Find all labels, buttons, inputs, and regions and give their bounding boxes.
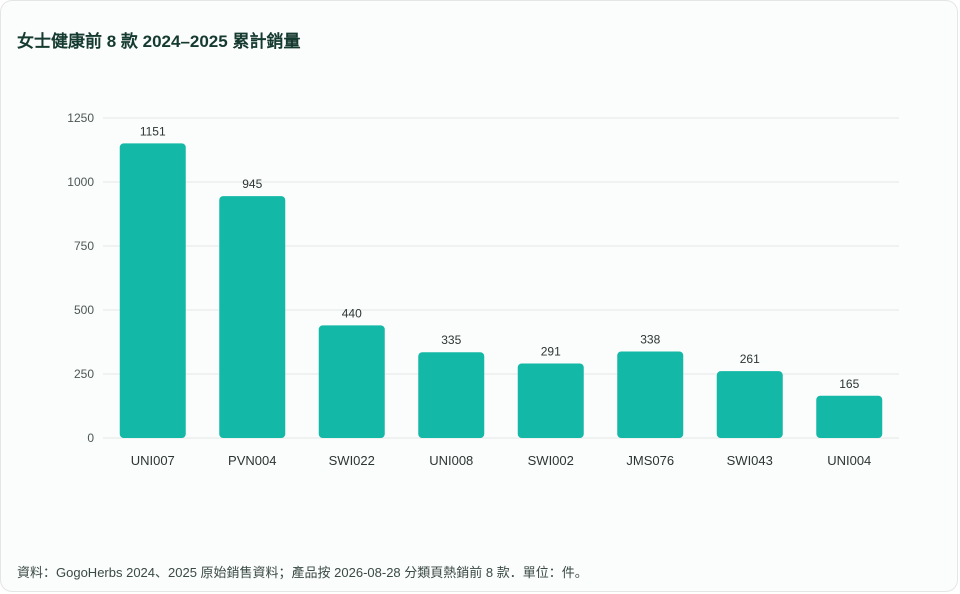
- bars: [119, 143, 883, 438]
- y-tick-label: 500: [74, 303, 94, 317]
- bar-swi002[interactable]: [517, 363, 584, 438]
- category-labels: UNI007 PVN004 SWI022 UNI008 SWI002 JMS076 SWI0…: [131, 453, 872, 468]
- y-tick-label: 750: [74, 239, 94, 253]
- chart-title: 女士健康前 8 款 2024–2025 累計銷量: [17, 32, 301, 51]
- y-tick-label: 250: [74, 367, 94, 381]
- category-label: SWI043: [727, 453, 773, 468]
- bar-jms076[interactable]: [617, 351, 684, 438]
- y-tick-label: 1250: [67, 111, 94, 125]
- category-label: SWI002: [528, 453, 574, 468]
- bar-uni007[interactable]: [119, 143, 186, 438]
- category-label: SWI022: [329, 453, 375, 468]
- value-labels: 1151 945 440 335 291 338 261 165: [140, 124, 860, 390]
- value-label: 165: [839, 377, 859, 391]
- category-label: UNI004: [827, 453, 871, 468]
- bar-pvn004[interactable]: [219, 196, 286, 438]
- value-label: 440: [342, 306, 362, 320]
- source-note: 資料：GogoHerbs 2024、2025 原始銷售資料；產品按 2026-0…: [17, 565, 588, 580]
- y-tick-label: 0: [87, 431, 94, 445]
- value-label: 338: [640, 332, 660, 346]
- bar-swi022[interactable]: [318, 325, 385, 438]
- value-label: 945: [242, 177, 262, 191]
- value-label: 261: [740, 352, 760, 366]
- y-tick-label: 1000: [67, 175, 94, 189]
- bar-uni008[interactable]: [418, 352, 485, 438]
- value-label: 291: [541, 345, 561, 359]
- category-label: UNI007: [131, 453, 175, 468]
- bar-swi043[interactable]: [716, 371, 783, 438]
- category-label: JMS076: [626, 453, 674, 468]
- y-axis-ticks: 0 250 500 750 1000 1250: [67, 111, 94, 445]
- value-label: 1151: [140, 124, 166, 138]
- category-label: UNI008: [429, 453, 473, 468]
- value-label: 335: [441, 333, 461, 347]
- bar-uni004[interactable]: [816, 395, 883, 438]
- category-label: PVN004: [228, 453, 276, 468]
